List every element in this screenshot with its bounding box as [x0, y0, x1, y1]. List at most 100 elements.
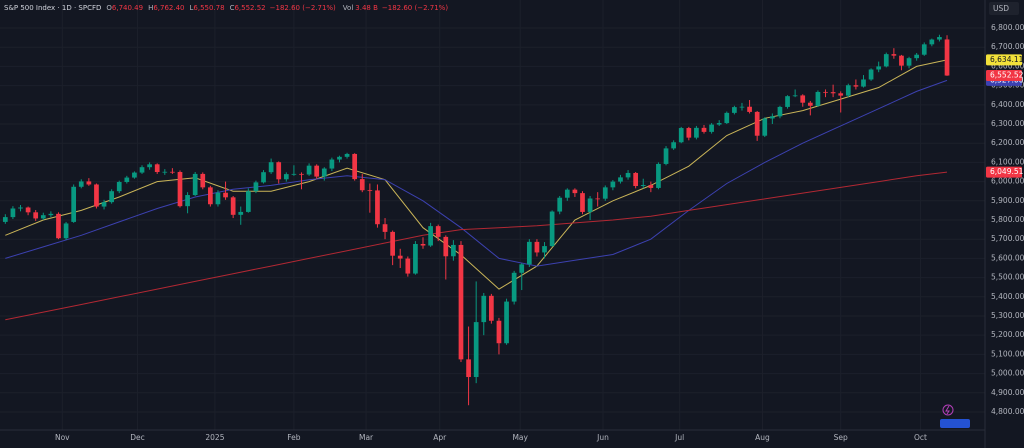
candle-body — [147, 164, 152, 168]
x-tick-label: Sep — [834, 433, 848, 442]
candle-body — [640, 185, 646, 187]
candle-body — [185, 195, 190, 207]
candle-body — [306, 165, 312, 175]
candle-body — [770, 116, 775, 119]
candle-body — [276, 162, 282, 180]
axes: 4,800.00 4,900.00 5,000.00 5,100.00 5,200.00… — [55, 23, 1024, 442]
candle-body — [610, 181, 616, 188]
candle-body — [223, 192, 228, 198]
price-badge — [986, 54, 1022, 66]
moving-average — [5, 171, 948, 321]
header-item: O — [106, 4, 112, 12]
candle-body — [238, 211, 244, 215]
candle-body — [724, 112, 730, 124]
candle-body — [678, 128, 684, 143]
candle-body — [580, 193, 585, 212]
candle-body — [63, 223, 69, 239]
y-tick-label: 5,600.00 — [991, 253, 1024, 262]
candle-body — [564, 189, 570, 198]
candle-body — [10, 208, 16, 218]
candle-body — [405, 258, 411, 274]
candle-body — [868, 69, 874, 80]
header-item: −182.60 (−2.71%) — [270, 4, 336, 12]
grid — [0, 0, 985, 430]
candle-body — [823, 91, 828, 93]
y-tick-label: 6,100.00 — [991, 157, 1024, 166]
candle-body — [170, 171, 175, 173]
price-badge-label: 6,552.52 — [990, 71, 1024, 80]
candle-body — [595, 198, 601, 200]
candle-body — [648, 185, 654, 188]
candle-body — [792, 95, 798, 97]
x-tick-label: May — [512, 433, 528, 442]
candle-body — [830, 92, 836, 94]
candle-body — [739, 106, 745, 108]
candle-body — [853, 85, 859, 87]
y-tick-label: 6,400.00 — [991, 100, 1024, 109]
event-badge[interactable] — [940, 419, 970, 428]
candle-body — [944, 39, 950, 76]
candle-body — [344, 153, 350, 157]
header-item: Vol — [343, 4, 354, 12]
candle-body — [572, 189, 578, 194]
candle-body — [94, 184, 99, 207]
candle-body — [762, 118, 768, 136]
y-tick-label: 5,100.00 — [991, 349, 1024, 358]
header-item: C — [230, 4, 235, 12]
candle-body — [321, 168, 327, 177]
price-badge-label: 6,049.51 — [990, 167, 1024, 176]
candle-body — [367, 190, 373, 192]
candle-body — [481, 295, 487, 323]
x-tick-label: Jun — [596, 433, 609, 442]
candle-body — [397, 255, 403, 259]
candle-body — [914, 54, 920, 59]
header-item: 6,762.40 — [153, 4, 184, 12]
currency: USD — [993, 4, 1009, 13]
candle-body — [2, 217, 8, 222]
candle-body — [489, 295, 494, 321]
candle-body — [253, 182, 259, 192]
candle-body — [861, 79, 866, 87]
candle-body — [466, 359, 471, 378]
candle-body — [686, 128, 692, 138]
candle-body — [504, 301, 509, 344]
candle-body — [807, 102, 813, 106]
candle-body — [633, 172, 639, 187]
candle-body — [451, 244, 456, 257]
candle-body — [192, 173, 198, 196]
candle-body — [71, 186, 77, 222]
header-item: −182.60 (−2.71%) — [382, 4, 448, 12]
candle-body — [382, 224, 388, 232]
header-item: 6,550.78 — [193, 4, 224, 12]
candle-body — [899, 55, 904, 66]
candle-body — [785, 96, 790, 107]
candle-body — [435, 226, 441, 237]
candle-body — [352, 153, 358, 180]
moving-average — [5, 59, 948, 290]
price-badge — [986, 166, 1022, 178]
y-tick-label: 5,000.00 — [991, 369, 1024, 378]
y-tick-label: 4,900.00 — [991, 388, 1024, 397]
candle-body — [48, 213, 54, 216]
candle-body — [625, 172, 631, 178]
alert-bolt — [945, 405, 950, 415]
candle-body — [800, 95, 806, 103]
y-tick-label: 4,800.00 — [991, 407, 1024, 416]
candle-body — [557, 197, 563, 212]
candle-body — [747, 106, 752, 112]
candle-body — [25, 207, 31, 213]
candle-body — [458, 244, 464, 360]
candle-body — [777, 106, 783, 117]
y-tick-label: 6,000.00 — [991, 177, 1024, 186]
candle-body — [473, 322, 479, 378]
candle-body — [420, 243, 426, 246]
alert-icon[interactable] — [942, 404, 954, 416]
candle-body — [230, 197, 236, 215]
candle-body — [116, 181, 122, 192]
currency-box[interactable] — [989, 2, 1019, 15]
candle-body — [618, 177, 623, 182]
candle-body — [132, 172, 137, 178]
